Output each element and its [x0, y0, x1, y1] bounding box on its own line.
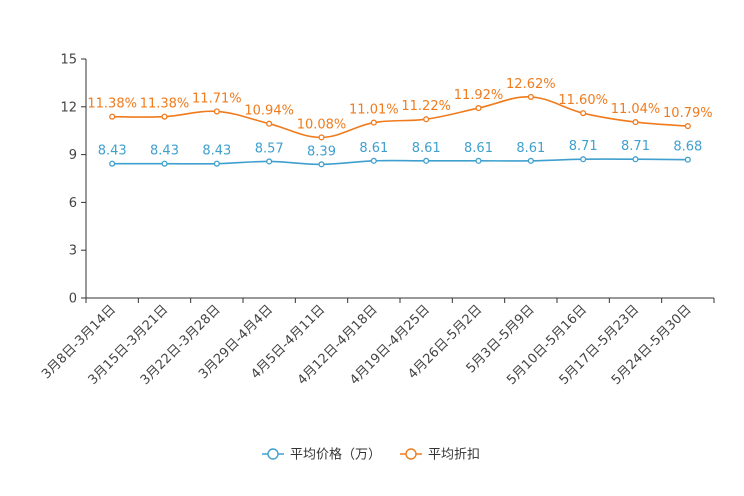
data-point — [632, 156, 639, 163]
y-tick-label: 6 — [69, 196, 77, 211]
data-label: 11.38% — [140, 97, 190, 112]
data-label: 8.61 — [464, 141, 493, 156]
data-point — [109, 160, 116, 167]
legend: 平均价格（万） 平均折扣 — [262, 447, 480, 463]
data-point — [684, 156, 691, 163]
legend-marker — [267, 448, 279, 460]
data-label: 11.38% — [87, 97, 137, 112]
data-label: 10.79% — [663, 106, 713, 121]
data-point — [580, 110, 587, 117]
data-point — [580, 156, 587, 163]
data-label: 11.22% — [401, 99, 451, 114]
data-label: 8.61 — [412, 141, 441, 156]
data-label: 11.01% — [349, 103, 399, 118]
data-label: 10.08% — [297, 117, 347, 132]
data-label: 8.43 — [202, 144, 231, 159]
data-point — [527, 93, 534, 100]
data-label: 11.71% — [192, 91, 242, 106]
data-point — [213, 160, 220, 167]
data-point — [370, 119, 377, 126]
series-line-0 — [112, 158, 688, 166]
data-label: 11.92% — [454, 88, 504, 103]
data-point — [475, 157, 482, 164]
legend-item-0[interactable]: 平均价格（万） — [262, 447, 381, 463]
data-label: 8.61 — [516, 141, 545, 156]
data-label: 8.61 — [359, 141, 388, 156]
data-point — [684, 123, 691, 130]
data-point — [370, 157, 377, 164]
data-label: 8.68 — [673, 140, 702, 155]
data-point — [632, 119, 639, 126]
data-point — [161, 113, 168, 120]
series-1: 11.38% 11.38% 11.71%10.94%10.08%11.01% 11.2… — [87, 77, 713, 141]
data-label: 8.43 — [150, 144, 179, 159]
legend-item-1[interactable]: 平均折扣 — [400, 448, 480, 463]
legend-label: 平均折扣 — [428, 448, 480, 463]
data-point — [266, 120, 273, 127]
data-point — [527, 157, 534, 164]
y-tick-label: 12 — [60, 100, 77, 115]
data-label: 12.62% — [506, 77, 556, 92]
data-point — [161, 160, 168, 167]
data-point — [318, 134, 325, 141]
data-point — [423, 116, 430, 123]
series-group: 8.43 8.43 8.43 8.57 8.39 8.61 8.61 8.61 8.61 8.71… — [87, 77, 713, 168]
data-point — [213, 108, 220, 115]
data-label: 8.71 — [621, 139, 650, 154]
y-tick-label: 15 — [60, 53, 77, 68]
data-label: 10.94% — [244, 104, 294, 119]
data-label: 8.39 — [307, 144, 336, 159]
data-label: 11.04% — [611, 102, 661, 117]
data-point — [423, 157, 430, 164]
data-label: 11.60% — [558, 93, 608, 108]
y-tick-label: 0 — [69, 292, 77, 307]
data-label: 8.57 — [255, 141, 284, 156]
y-tick-label: 3 — [69, 244, 77, 259]
series-0: 8.43 8.43 8.43 8.57 8.39 8.61 8.61 8.61 8.61 8.71… — [98, 139, 702, 168]
data-point — [475, 105, 482, 112]
legend-label: 平均价格（万） — [290, 447, 381, 463]
y-tick-label: 9 — [69, 148, 77, 163]
legend-marker — [405, 448, 417, 460]
series-line-1 — [112, 96, 688, 139]
data-point — [266, 158, 273, 165]
data-label: 8.43 — [98, 144, 127, 159]
data-label: 8.71 — [569, 139, 598, 154]
data-point — [109, 113, 116, 120]
data-point — [318, 161, 325, 168]
